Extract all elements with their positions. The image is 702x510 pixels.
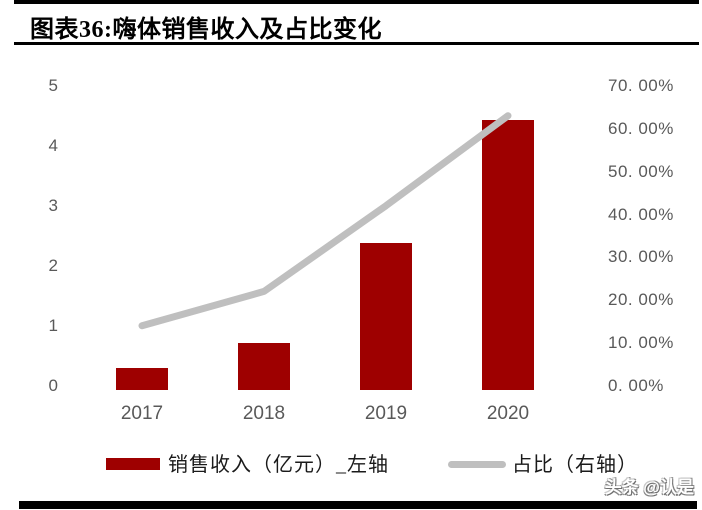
y-axis-right-tick-label: 60. 00% bbox=[608, 118, 674, 138]
revenue-bar-2020 bbox=[482, 120, 534, 390]
top-rule bbox=[14, 0, 699, 4]
revenue-bar-2019 bbox=[360, 243, 412, 390]
y-axis-right-tick-label: 30. 00% bbox=[608, 247, 674, 267]
y-axis-left-tick-label: 2 bbox=[48, 256, 58, 275]
legend-bar-swatch bbox=[106, 458, 160, 470]
bottom-rule bbox=[19, 501, 697, 509]
title-divider-rule bbox=[14, 42, 699, 45]
legend-line-label: 占比（右轴） bbox=[512, 454, 638, 476]
legend-bar-label: 销售收入（亿元）_左轴 bbox=[168, 454, 389, 476]
y-axis-right-tick-label: 70. 00% bbox=[608, 76, 674, 95]
x-axis-label-2018: 2018 bbox=[242, 403, 286, 424]
revenue-bar-2018 bbox=[238, 343, 290, 390]
x-axis-label-2019: 2019 bbox=[364, 403, 408, 424]
y-axis-left-tick-label: 3 bbox=[48, 196, 58, 215]
legend-line-swatch bbox=[448, 461, 506, 468]
y-axis-left-tick-label: 5 bbox=[48, 76, 58, 95]
legend: 销售收入（亿元）_左轴 占比（右轴） bbox=[0, 448, 702, 482]
revenue-bar-2017 bbox=[116, 368, 168, 390]
y-axis-right-tick-label: 20. 00% bbox=[608, 290, 674, 310]
y-axis-right-tick-label: 40. 00% bbox=[608, 204, 674, 224]
y-axis-left-tick-label: 0 bbox=[48, 376, 58, 395]
y-axis-right-tick-label: 10. 00% bbox=[608, 333, 674, 353]
x-axis-label-2017: 2017 bbox=[120, 403, 164, 424]
x-axis-label-2020: 2020 bbox=[486, 403, 530, 424]
y-axis-left-tick-label: 4 bbox=[48, 136, 58, 155]
watermark: 头条 @认是 bbox=[604, 478, 694, 497]
y-axis-left-tick-label: 1 bbox=[48, 316, 58, 335]
y-axis-right-tick-label: 0. 00% bbox=[608, 376, 664, 395]
ratio-line bbox=[138, 112, 512, 330]
page-title: 图表36:嗨体销售收入及占比变化 bbox=[30, 17, 382, 43]
y-axis-right-tick-label: 50. 00% bbox=[608, 161, 674, 181]
